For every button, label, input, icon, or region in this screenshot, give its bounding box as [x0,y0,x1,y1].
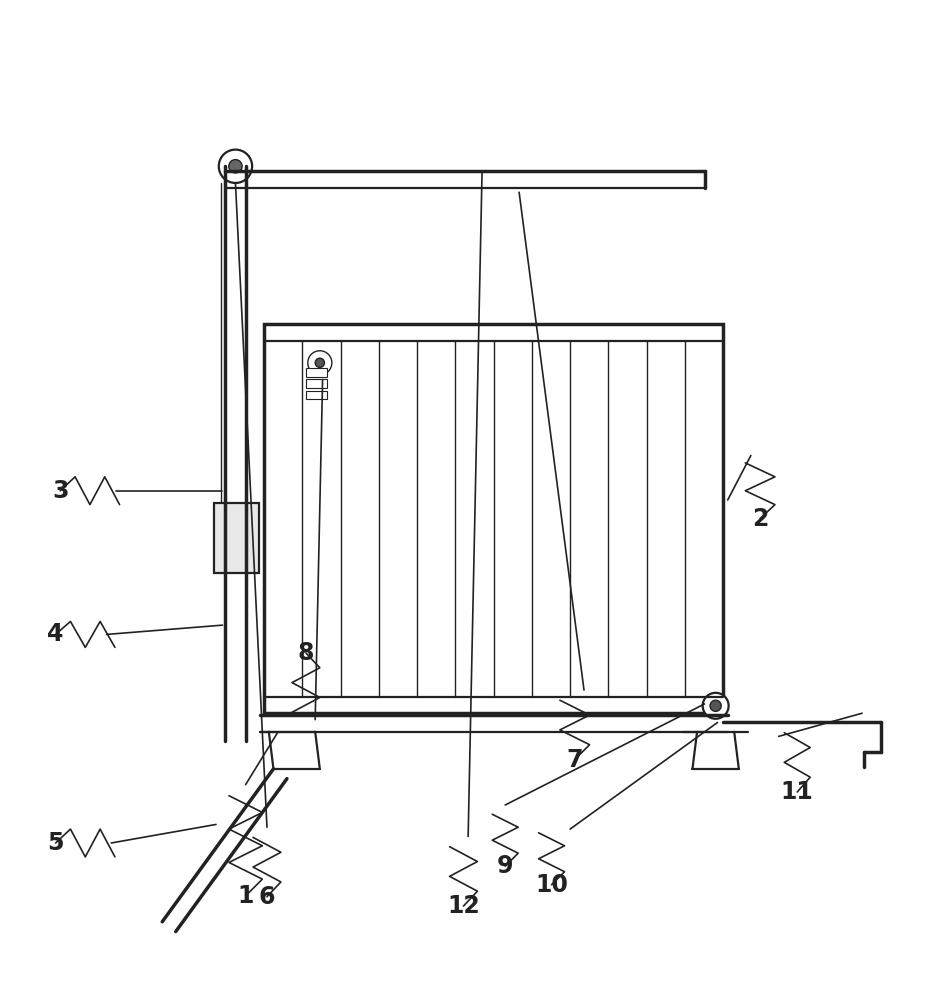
Circle shape [315,358,324,367]
Circle shape [219,150,252,183]
Text: 2: 2 [752,507,768,531]
Text: 1: 1 [237,884,254,908]
Text: 7: 7 [566,748,583,772]
Bar [214,503,259,573]
Circle shape [229,160,242,173]
Text: 6: 6 [259,885,275,909]
Bar [306,391,327,399]
Text: 5: 5 [47,831,64,855]
Text: 10: 10 [535,873,568,897]
Text: 11: 11 [781,780,814,804]
Text: 9: 9 [497,854,514,878]
Bar [306,368,327,377]
Bar [264,324,723,713]
Text: 8: 8 [298,641,314,665]
Circle shape [308,351,332,375]
Text: 12: 12 [447,894,480,918]
Bar [306,379,327,388]
Circle shape [710,700,721,711]
Text: 3: 3 [52,479,69,503]
Circle shape [703,693,729,719]
Text: 4: 4 [47,622,64,646]
